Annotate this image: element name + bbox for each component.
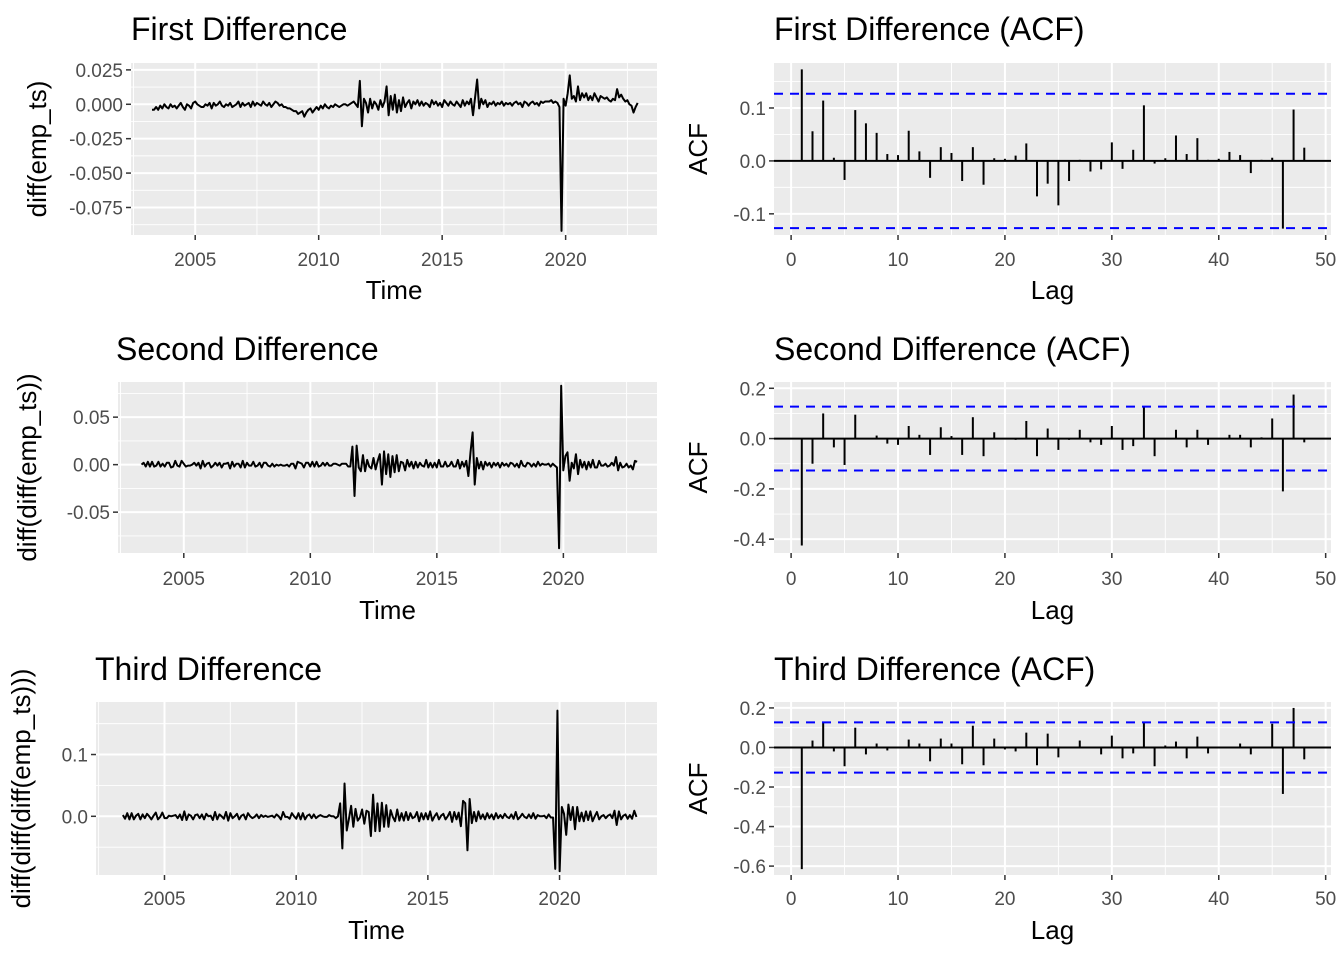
- x-axis-title: Time: [366, 275, 423, 305]
- chart-title: Third Difference: [95, 651, 322, 687]
- x-axis-title: Lag: [1031, 915, 1074, 945]
- chart-title: Second Difference (ACF): [774, 331, 1131, 367]
- x-tick-label: 10: [887, 250, 908, 271]
- chart-first-diff-acf: 0 10 20 30 40 50 -0.1 0.0 0.1 First Difference (A…: [683, 11, 1336, 305]
- x-tick-label: 2015: [416, 569, 458, 590]
- panel-background: [774, 63, 1331, 235]
- chart-first-diff: 2005 2010 2015 2020 -0.075 -0.050 -0.025 0.000 0…: [22, 11, 657, 305]
- y-tick-label: -0.4: [733, 818, 766, 839]
- x-tick-label: 0: [786, 569, 797, 590]
- x-tick-label: 40: [1208, 889, 1229, 910]
- chart-title: First Difference (ACF): [774, 11, 1085, 47]
- y-tick-label: -0.2: [733, 778, 766, 799]
- y-tick-label: -0.050: [69, 164, 123, 185]
- y-tick-label: 0.0: [740, 430, 766, 451]
- x-tick-label: 50: [1315, 250, 1336, 271]
- y-tick-label: 0.1: [740, 99, 766, 120]
- y-tick-label: 0.05: [73, 408, 110, 429]
- y-tick-label: -0.1: [733, 205, 766, 226]
- x-tick-label: 2015: [421, 250, 463, 271]
- y-axis-title: ACF: [683, 123, 713, 175]
- y-axis-title: diff(emp_ts): [22, 81, 52, 218]
- x-tick-label: 10: [887, 889, 908, 910]
- x-tick-label: 30: [1101, 569, 1122, 590]
- chart-title: Second Difference: [116, 331, 379, 367]
- x-tick-label: 2005: [143, 889, 185, 910]
- y-axis-title: diff(diff(diff(emp_ts))): [6, 669, 36, 909]
- series-line: [151, 74, 639, 232]
- y-tick-label: -0.2: [733, 480, 766, 501]
- x-tick-label: 20: [994, 250, 1015, 271]
- series-line: [122, 709, 638, 873]
- x-tick-label: 2010: [275, 889, 317, 910]
- panel-background: [131, 63, 657, 235]
- y-axis-title: ACF: [683, 763, 713, 815]
- panel-background: [96, 702, 657, 875]
- panel-background: [774, 382, 1331, 553]
- chart-third-diff-acf: 0 10 20 30 40 50 -0.6 -0.4 -0.2 0.0 0.2 Third Diffe…: [683, 651, 1336, 945]
- y-tick-label: -0.05: [67, 503, 110, 524]
- y-tick-label: 0.025: [75, 61, 123, 82]
- x-tick-label: 40: [1208, 569, 1229, 590]
- series-line: [140, 384, 638, 550]
- x-tick-label: 2020: [538, 889, 580, 910]
- chart-title: Third Difference (ACF): [774, 651, 1095, 687]
- y-tick-label: 0.2: [740, 699, 766, 720]
- chart-third-diff: 2005 2010 2015 2020 0.0 0.1 Third Difference Ti…: [6, 651, 657, 945]
- x-tick-label: 2010: [298, 250, 340, 271]
- y-tick-label: 0.0: [740, 152, 766, 173]
- chart-second-diff-acf: 0 10 20 30 40 50 -0.4 -0.2 0.0 0.2 Second Differen…: [683, 331, 1336, 625]
- y-tick-label: 0.1: [62, 746, 88, 767]
- y-axis-title: ACF: [683, 442, 713, 494]
- x-tick-label: 10: [887, 569, 908, 590]
- y-tick-label: 0.0: [62, 807, 88, 828]
- x-tick-label: 0: [786, 889, 797, 910]
- x-axis-title: Time: [359, 595, 416, 625]
- y-tick-label: 0.2: [740, 379, 766, 400]
- x-axis-title: Time: [348, 915, 405, 945]
- chart-title: First Difference: [131, 11, 347, 47]
- y-tick-label: -0.6: [733, 857, 766, 878]
- y-tick-label: 0.000: [75, 95, 123, 116]
- y-tick-label: -0.4: [733, 530, 766, 551]
- x-tick-label: 2005: [174, 250, 216, 271]
- y-tick-label: 0.00: [73, 456, 110, 477]
- y-tick-label: 0.0: [740, 738, 766, 759]
- x-tick-label: 20: [994, 889, 1015, 910]
- x-axis-title: Lag: [1031, 595, 1074, 625]
- x-tick-label: 40: [1208, 250, 1229, 271]
- x-tick-label: 30: [1101, 250, 1122, 271]
- y-tick-label: -0.075: [69, 198, 123, 219]
- y-tick-label: -0.025: [69, 130, 123, 151]
- x-tick-label: 2005: [163, 569, 205, 590]
- x-tick-label: 2020: [542, 569, 584, 590]
- x-tick-label: 2020: [544, 250, 586, 271]
- chart-second-diff: 2005 2010 2015 2020 -0.05 0.00 0.05 Second Diff…: [12, 331, 657, 625]
- x-tick-label: 50: [1315, 889, 1336, 910]
- x-tick-label: 2015: [407, 889, 449, 910]
- x-tick-label: 50: [1315, 569, 1336, 590]
- y-axis-title: diff(diff(emp_ts)): [12, 373, 42, 561]
- x-axis-title: Lag: [1031, 275, 1074, 305]
- x-tick-label: 20: [994, 569, 1015, 590]
- x-tick-label: 2010: [289, 569, 331, 590]
- x-tick-label: 30: [1101, 889, 1122, 910]
- x-tick-label: 0: [786, 250, 797, 271]
